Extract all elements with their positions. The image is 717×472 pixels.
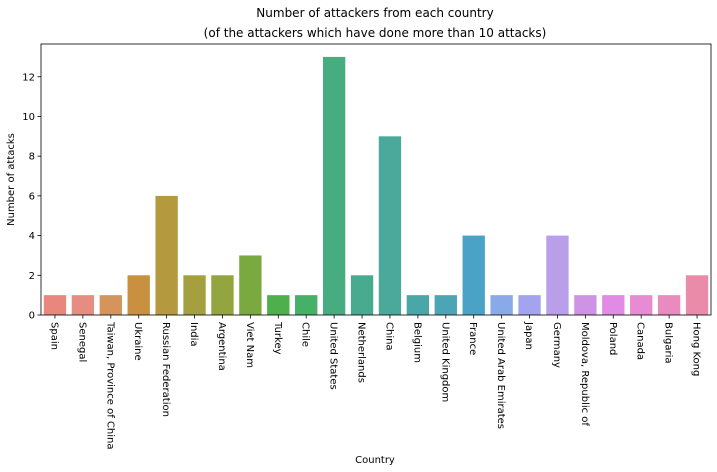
- bar-united-states: [322, 56, 346, 316]
- x-tick-label: Turkey: [272, 321, 283, 355]
- x-tick-label: Moldova, Republic of: [579, 322, 590, 426]
- plot-frame: [40, 43, 712, 316]
- y-tick-label: 8: [29, 152, 35, 163]
- x-tick-label: Germany: [551, 322, 562, 368]
- bar-taiwan-province-of-china: [99, 295, 122, 315]
- bar-senegal: [71, 295, 95, 315]
- x-tick-label: Poland: [607, 322, 618, 355]
- x-tick-label: China: [383, 322, 394, 351]
- bar-bulgaria: [657, 295, 681, 315]
- bar-moldova-republic-of: [574, 295, 597, 315]
- x-axis-title: Country: [355, 455, 395, 466]
- x-tick-label: United Arab Emirates: [495, 322, 506, 429]
- y-axis-title: Number of attacks: [6, 133, 17, 226]
- bar-united-kingdom: [434, 295, 457, 315]
- x-tick-label: Senegal: [76, 322, 87, 362]
- y-tick-label: 6: [29, 191, 35, 202]
- x-tick-label: United Kingdom: [439, 322, 450, 402]
- y-axis: 0 2 4 6 8 10 12: [22, 72, 41, 322]
- bar-canada: [630, 295, 653, 315]
- x-tick-label: Viet Nam: [244, 322, 255, 368]
- bar-viet-nam: [239, 255, 262, 315]
- bar-india: [183, 275, 206, 315]
- x-tick-label: Spain: [48, 322, 59, 350]
- x-tick-label: Taiwan, Province of China: [104, 321, 115, 449]
- y-tick-label: 4: [29, 231, 35, 242]
- bar-russian-federation: [155, 195, 178, 315]
- x-tick-label: Japan: [523, 321, 534, 350]
- y-tick-label: 12: [22, 72, 35, 83]
- bar-poland: [602, 295, 625, 315]
- x-tick-label: Netherlands: [356, 322, 367, 383]
- x-axis: Spain Senegal Taiwan, Province of China Ukr…: [48, 315, 702, 449]
- bars-group: [43, 56, 709, 316]
- y-tick-label: 10: [22, 112, 35, 123]
- x-tick-label: Hong Kong: [691, 322, 702, 376]
- x-tick-label: Ukraine: [132, 322, 143, 361]
- bar-spain: [43, 295, 67, 315]
- bar-turkey: [267, 295, 290, 315]
- x-tick-label: United States: [328, 322, 339, 390]
- x-tick-label: France: [467, 322, 478, 355]
- bar-hong-kong: [685, 275, 709, 315]
- y-tick-label: 0: [29, 311, 35, 322]
- bar-japan: [518, 295, 541, 315]
- x-tick-label: Chile: [300, 322, 311, 347]
- bar-argentina: [211, 275, 234, 315]
- bar-chile: [295, 295, 318, 315]
- bar-netherlands: [350, 275, 374, 315]
- y-tick-label: 2: [29, 271, 35, 282]
- bar-ukraine: [127, 275, 150, 315]
- x-tick-label: India: [188, 322, 199, 347]
- chart-subtitle: (of the attackers which have done more t…: [204, 26, 547, 40]
- bar-belgium: [406, 295, 430, 315]
- x-tick-label: Russian Federation: [160, 322, 171, 417]
- x-tick-label: Belgium: [411, 322, 422, 363]
- x-tick-label: Bulgaria: [663, 322, 674, 363]
- bar-china: [378, 136, 402, 315]
- x-tick-label: Argentina: [216, 322, 227, 371]
- x-tick-label: Canada: [635, 322, 646, 360]
- chart-title: Number of attackers from each country: [256, 6, 493, 20]
- bar-france: [462, 235, 485, 315]
- bar-united-arab-emirates: [490, 295, 513, 315]
- bar-germany: [546, 235, 569, 315]
